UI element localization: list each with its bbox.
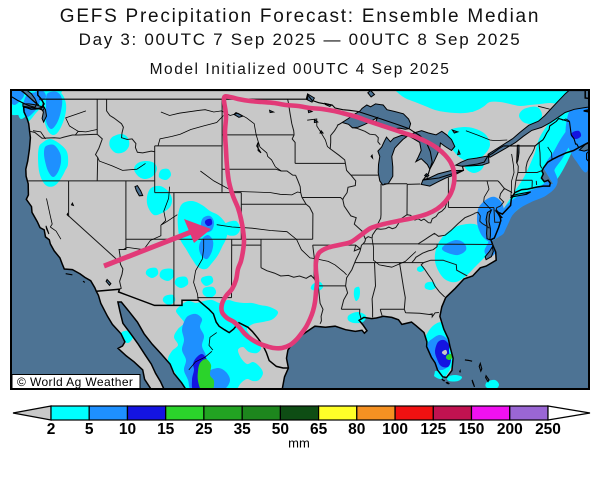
svg-text:2: 2 [47, 421, 56, 438]
svg-text:© World Ag Weather: © World Ag Weather [17, 375, 133, 389]
svg-text:5: 5 [85, 421, 94, 438]
svg-text:mm: mm [288, 436, 310, 451]
svg-text:10: 10 [119, 421, 136, 438]
svg-text:125: 125 [420, 421, 446, 438]
svg-text:80: 80 [348, 421, 365, 438]
svg-text:100: 100 [382, 421, 408, 438]
svg-text:250: 250 [535, 421, 561, 438]
svg-text:150: 150 [459, 421, 485, 438]
svg-text:35: 35 [234, 421, 252, 438]
svg-text:15: 15 [157, 421, 175, 438]
svg-text:200: 200 [497, 421, 523, 438]
svg-text:50: 50 [272, 421, 289, 438]
svg-text:65: 65 [310, 421, 328, 438]
svg-text:25: 25 [195, 421, 213, 438]
